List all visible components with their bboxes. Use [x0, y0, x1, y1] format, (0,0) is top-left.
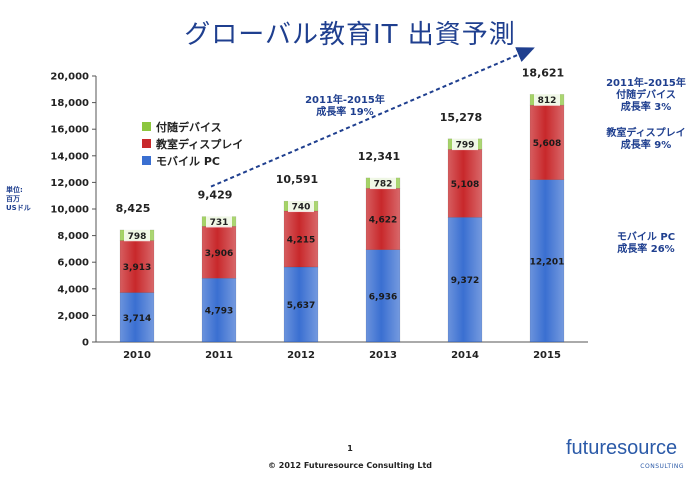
bar-mobile-pc	[201, 278, 237, 343]
data-label-mobile-pc: 3,714	[123, 314, 151, 324]
data-label-bg	[124, 229, 150, 242]
data-label-bg	[206, 215, 232, 228]
y-tick-label: 18,000	[50, 98, 89, 109]
legend-swatch-mobile	[142, 156, 151, 165]
peripheral-growth-series: 付随デバイス	[616, 90, 676, 101]
x-tick-label: 2011	[205, 350, 233, 361]
bar-mobile-pc	[529, 179, 565, 343]
data-label-mobile-pc: 6,936	[369, 292, 397, 302]
data-label-classroom-display: 4,622	[369, 216, 397, 226]
legend-label-display: 教室ディスプレイ	[156, 137, 244, 151]
y-tick-label: 4,000	[57, 284, 89, 295]
data-label-bg	[452, 138, 478, 151]
data-label-classroom-display: 3,906	[205, 249, 233, 259]
data-label-peripheral: 812	[538, 96, 557, 106]
legend-item-mobile: モバイル PC	[142, 152, 243, 169]
legend-swatch-peripheral	[142, 122, 151, 131]
legend-item-peripheral: 付随デバイス	[142, 118, 243, 135]
x-tick-label: 2015	[533, 350, 561, 361]
logo-text: futuresource	[566, 437, 678, 459]
mobile-growth-rate: 成長率 26%	[617, 244, 675, 255]
y-tick-label: 12,000	[50, 178, 89, 189]
unit-label: 単位: 百万 USドル	[6, 186, 31, 212]
display-growth-rate: 成長率 9%	[620, 140, 672, 151]
data-label-bg	[534, 93, 560, 106]
copyright-text: © 2012 Futuresource Consulting Ltd	[267, 461, 433, 470]
data-label-bg	[370, 177, 396, 190]
data-label-mobile-pc: 12,201	[530, 257, 565, 267]
y-tick-label: 14,000	[50, 151, 89, 162]
legend-swatch-display	[142, 139, 151, 148]
total-label: 10,591	[276, 173, 318, 186]
legend-label-mobile: モバイル PC	[156, 154, 220, 168]
x-tick-label: 2010	[123, 350, 151, 361]
legend-label-peripheral: 付随デバイス	[156, 120, 222, 134]
mobile-growth-series: モバイル PC	[616, 232, 676, 243]
bar-classroom-display	[201, 226, 237, 279]
x-tick-label: 2012	[287, 350, 315, 361]
total-label: 12,341	[358, 150, 400, 163]
x-tick-label: 2013	[369, 350, 397, 361]
chart-legend: 付随デバイス 教室ディスプレイ モバイル PC	[142, 118, 243, 169]
y-tick-label: 2,000	[57, 311, 89, 322]
bar-mobile-pc	[365, 249, 401, 343]
bar-classroom-display	[529, 104, 565, 180]
legend-item-display: 教室ディスプレイ	[142, 135, 243, 152]
total-label: 18,621	[522, 66, 564, 79]
data-label-mobile-pc: 4,793	[205, 307, 233, 317]
peripheral-growth-period: 2011年-2015年	[606, 78, 686, 89]
bar-mobile-pc	[283, 266, 319, 343]
total-label: 9,429	[198, 189, 233, 202]
data-label-peripheral: 731	[210, 218, 229, 228]
data-label-classroom-display: 4,215	[287, 235, 315, 245]
bar-classroom-display	[447, 149, 483, 218]
data-label-mobile-pc: 9,372	[451, 276, 479, 286]
data-label-classroom-display: 3,913	[123, 263, 151, 273]
overall-growth-note: 2011年-2015年 成長率 19%	[290, 95, 400, 119]
bar-classroom-display	[283, 210, 319, 268]
data-label-peripheral: 799	[456, 141, 475, 151]
peripheral-growth-note: 2011年-2015年 付随デバイス 成長率 3%	[596, 78, 696, 114]
logo-subtext: CONSULTING	[640, 463, 684, 470]
data-label-peripheral: 782	[374, 180, 393, 190]
overall-growth-period: 2011年-2015年	[305, 95, 385, 106]
y-tick-label: 16,000	[50, 125, 89, 136]
data-label-peripheral: 740	[292, 203, 311, 213]
data-label-classroom-display: 5,608	[533, 139, 561, 149]
y-tick-label: 10,000	[50, 205, 89, 216]
display-growth-note: 教室ディスプレイ 成長率 9%	[596, 128, 696, 152]
display-growth-series: 教室ディスプレイ	[606, 128, 686, 139]
data-label-peripheral: 798	[128, 232, 147, 242]
bar-classroom-display	[119, 240, 155, 293]
bar-mobile-pc	[119, 292, 155, 343]
y-tick-label: 0	[82, 338, 89, 349]
total-label: 8,425	[116, 202, 151, 215]
bar-mobile-pc	[447, 217, 483, 343]
overall-growth-rate: 成長率 19%	[316, 107, 374, 118]
peripheral-growth-rate: 成長率 3%	[620, 102, 672, 113]
page-number: 1	[347, 444, 353, 453]
data-label-classroom-display: 5,108	[451, 180, 479, 190]
page-title: グローバル教育IT 出資予測	[184, 20, 516, 50]
futuresource-logo: futuresource CONSULTING	[566, 437, 690, 477]
total-label: 15,278	[440, 111, 482, 124]
y-tick-label: 20,000	[50, 72, 89, 83]
x-tick-label: 2014	[451, 350, 479, 361]
growth-arrow	[210, 47, 535, 188]
y-tick-label: 6,000	[57, 258, 89, 269]
data-label-bg	[288, 200, 314, 213]
mobile-growth-note: モバイル PC 成長率 26%	[596, 232, 696, 256]
y-tick-label: 8,000	[57, 231, 89, 242]
data-label-mobile-pc: 5,637	[287, 301, 315, 311]
